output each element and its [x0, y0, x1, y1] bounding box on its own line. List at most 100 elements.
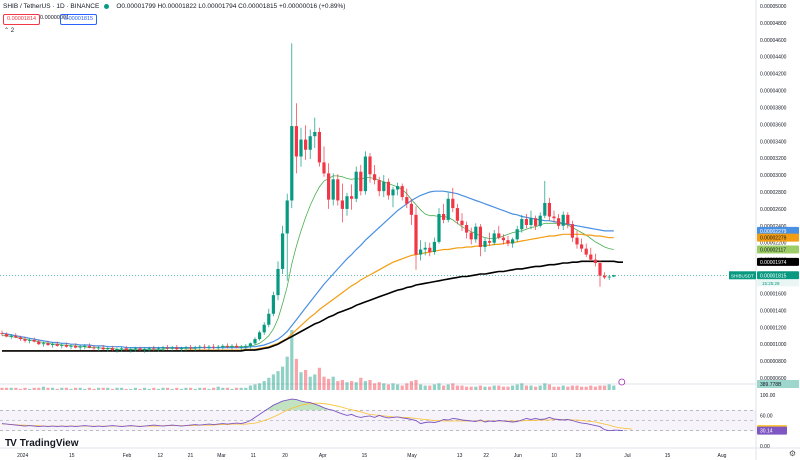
candle-body [501, 237, 505, 241]
candle-body [373, 174, 377, 181]
volume-bar [74, 387, 78, 390]
volume-bar [446, 384, 450, 390]
time-tick-label: Jun [514, 453, 522, 459]
spread-value: 0.00000001 [40, 15, 70, 21]
candle-body [488, 241, 492, 243]
price-tick-label: 0.00001400 [760, 308, 787, 314]
candle-body [193, 347, 197, 349]
volume-bar [382, 383, 386, 390]
volume-bar [133, 387, 137, 390]
candle-body [235, 345, 239, 348]
candle-body [207, 346, 211, 348]
chart-settings-gear-icon[interactable]: ⚙ [788, 449, 796, 458]
volume-bar [350, 381, 354, 390]
time-tick-label: 19 [576, 453, 582, 459]
price-badge-label: 0.00002279 [760, 236, 787, 242]
volume-bar [83, 388, 87, 390]
candle-body [69, 345, 73, 347]
candle-body [469, 232, 473, 240]
candle-body [147, 348, 151, 350]
candle-body [442, 213, 446, 220]
countdown-badge [757, 279, 799, 287]
symbol-title[interactable]: SHIB / TetherUS · 1D · BINANCE [3, 3, 100, 10]
candle-body [336, 179, 340, 201]
candle-body [216, 346, 220, 348]
candle-body [152, 348, 156, 350]
volume-bar [175, 387, 179, 390]
volume-bar [9, 387, 13, 390]
candle-body [179, 348, 183, 350]
volume-bar [294, 358, 298, 390]
volume-bar [276, 371, 280, 390]
volume-bar [97, 387, 101, 390]
time-tick-label: Jul [624, 453, 630, 459]
volume-bar [221, 387, 225, 390]
volume-bar [28, 388, 32, 390]
volume-badge-label: 389.778B [760, 382, 782, 388]
candle-body [561, 214, 565, 226]
candle-body [276, 268, 280, 296]
volume-bar [589, 385, 593, 390]
candle-body [607, 276, 611, 278]
volume-bar [41, 386, 45, 390]
volume-bar [538, 385, 542, 390]
candle-body [225, 345, 229, 347]
volume-bar [451, 383, 455, 390]
tradingview-logo[interactable]: TV TradingView [5, 438, 79, 449]
volume-bar [432, 384, 436, 390]
candle-body [5, 334, 9, 337]
candle-body [248, 343, 252, 346]
price-tick-label: 0.00001200 [760, 325, 787, 331]
price-badge-label: 0.00001974 [760, 260, 787, 266]
candle-body [515, 229, 519, 240]
candle-body [120, 348, 124, 350]
volume-bar [483, 386, 487, 390]
volume-bar [363, 381, 367, 390]
volume-bar [322, 376, 326, 390]
volume-bar [271, 374, 275, 390]
volume-bar [244, 387, 248, 390]
candle-body [46, 343, 50, 346]
volume-bar [547, 384, 551, 390]
volume-bar [143, 387, 147, 390]
volume-bar [331, 376, 335, 390]
volume-bar [460, 385, 464, 390]
candle-body [584, 248, 588, 255]
volume-bar [5, 387, 9, 390]
time-tick-label: Mar [217, 453, 226, 459]
candle-body [133, 348, 137, 350]
price-tick-label: 0.00004000 [760, 89, 787, 95]
volume-bar [202, 387, 206, 390]
price-tick-label: 0.00004200 [760, 72, 787, 78]
volume-bar [336, 381, 340, 390]
price-badge [757, 245, 799, 254]
volume-bar [101, 387, 105, 390]
indicators-collapse-toggle[interactable]: ⌃ 2 [4, 28, 15, 34]
volume-bar [557, 386, 561, 390]
volume-bar [267, 377, 271, 390]
candle-body [534, 218, 538, 226]
volume-bar [248, 385, 252, 390]
candle-body [28, 339, 32, 341]
candle-body [290, 126, 294, 201]
candle-body [299, 139, 303, 157]
candle-body [106, 348, 110, 350]
candle-body [396, 186, 400, 190]
volume-bar [469, 386, 473, 390]
price-tick-label: 0.00002800 [760, 190, 787, 196]
volume-bar [129, 388, 133, 390]
candle-body [322, 162, 326, 174]
candle-body [230, 345, 234, 347]
volume-bar [138, 388, 142, 390]
volume-bar [566, 386, 570, 390]
candle-body [575, 237, 579, 245]
volume-bar [442, 385, 446, 390]
sell-price-box[interactable]: 0.00001814 [3, 14, 41, 25]
ohlc-values: O0.00001799 H0.00001822 L0.00001794 C0.0… [116, 3, 346, 10]
buy-price-box[interactable]: 0.00001815 [60, 14, 98, 25]
volume-badge [757, 380, 799, 388]
candle-body [304, 139, 308, 150]
volume-bar [506, 386, 510, 390]
time-tick-label: 21 [188, 453, 194, 459]
